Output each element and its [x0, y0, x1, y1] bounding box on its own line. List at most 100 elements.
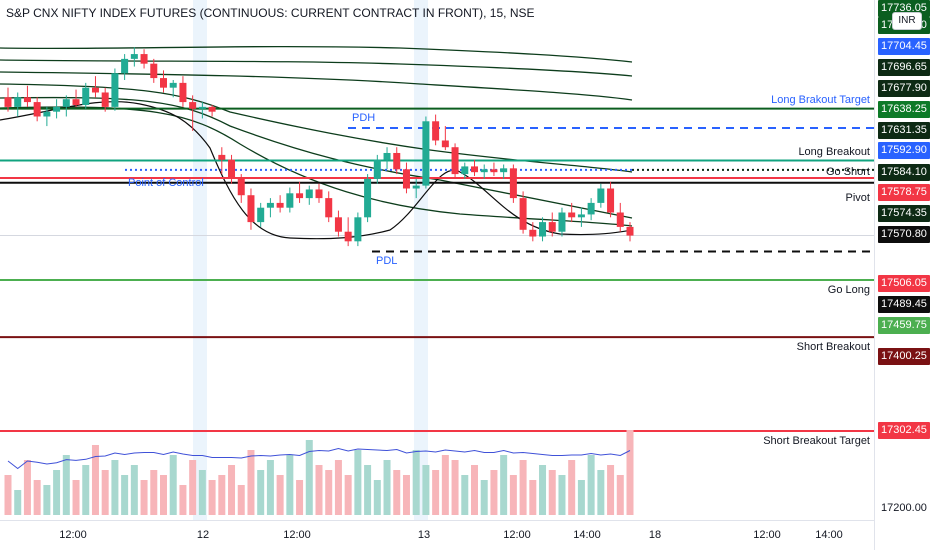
volume-bar	[14, 490, 22, 515]
volume-bar	[422, 465, 430, 515]
time-axis-tick: 14:00	[573, 529, 601, 541]
candle-body	[23, 97, 31, 103]
candle-body	[189, 102, 197, 109]
candle-body	[130, 54, 138, 59]
volume-bar	[140, 480, 148, 515]
price-axis-label: 17506.05	[878, 275, 930, 292]
candle-body	[14, 97, 22, 107]
candle-body	[344, 231, 352, 242]
volume-bar	[315, 465, 323, 515]
candle-body	[62, 99, 70, 107]
price-axis-label: 17400.25	[878, 348, 930, 365]
volume-bar	[150, 470, 158, 515]
candle-body	[111, 73, 119, 107]
point-of-control-label: Point of Control	[128, 176, 204, 189]
candle-body	[500, 168, 508, 173]
time-axis-tick: 18	[648, 529, 662, 541]
time-axis-tick: 12	[196, 529, 210, 541]
volume-bar	[480, 480, 488, 515]
volume-bar	[529, 480, 537, 515]
time-axis-tick: 12:00	[283, 529, 311, 541]
candle-body	[519, 198, 527, 230]
currency-label[interactable]: INR	[892, 12, 922, 30]
candle-body	[286, 193, 294, 208]
price-axis-label: 17638.25	[878, 101, 930, 118]
volume-bar	[276, 475, 284, 515]
candle-body	[140, 54, 148, 64]
volume-bar	[490, 470, 498, 515]
volume-bar	[53, 470, 61, 515]
chart-title: S&P CNX NIFTY INDEX FUTURES (CONTINUOUS:…	[6, 6, 535, 20]
volume-bar	[587, 455, 595, 515]
time-axis-tick: 13	[417, 529, 431, 541]
candle-body	[480, 169, 488, 173]
time-axis[interactable]: 12:00 12 12:00 13 12:00 14:00 18 12:00 14:00	[0, 520, 874, 551]
candle-body	[276, 202, 284, 208]
price-axis-label: 17200.00	[881, 502, 927, 514]
go-short-label: Go Short	[825, 165, 870, 178]
volume-bar	[509, 475, 517, 515]
volume-bar	[160, 475, 167, 515]
volume-bar	[43, 485, 51, 515]
volume-bar	[568, 460, 576, 515]
price-chart[interactable]	[0, 0, 874, 520]
volume-bar	[539, 465, 547, 515]
candle-body	[461, 166, 469, 175]
candle-body	[266, 202, 274, 208]
candle-body	[364, 178, 372, 218]
volume-bar	[179, 485, 187, 515]
volume-bar	[130, 465, 138, 515]
volume-ma-line	[7, 447, 631, 470]
band-line	[0, 71, 633, 101]
pdh-label: PDH	[352, 112, 376, 124]
candle-body	[558, 212, 566, 232]
time-axis-tick: 12:00	[59, 529, 87, 541]
price-axis[interactable]: 17736.0517724.2017704.4517696.6517677.90…	[874, 0, 932, 550]
candle-body	[315, 189, 323, 199]
volume-bar	[500, 455, 508, 515]
volume-bar	[296, 480, 304, 515]
candle-body	[4, 97, 12, 107]
price-axis-label: 17489.45	[878, 296, 930, 313]
band-line	[0, 45, 633, 63]
volume-bar	[266, 460, 274, 515]
candle-body	[412, 185, 420, 189]
candle-body	[208, 106, 216, 112]
price-axis-label: 17677.90	[878, 80, 930, 97]
price-axis-label: 17302.45	[878, 422, 930, 439]
candle-body	[198, 106, 206, 109]
volume-bar	[626, 430, 634, 515]
pdl-label: PDL	[376, 255, 398, 268]
price-axis-label: 17570.80	[878, 226, 930, 243]
candle-body	[373, 159, 381, 179]
volume-bar	[228, 465, 236, 515]
band-line	[0, 83, 633, 173]
long-breakout-target-label: Long Brakout Target	[771, 93, 870, 106]
candle-body	[53, 106, 61, 112]
candle-body	[325, 198, 333, 218]
candle-body	[169, 82, 177, 88]
volume-bar	[23, 460, 31, 515]
volume-bar	[412, 450, 420, 515]
volume-bar	[286, 455, 294, 515]
volume-bar	[519, 460, 527, 515]
volume-bar	[82, 465, 90, 515]
candle-body	[607, 188, 615, 213]
volume-bar	[558, 475, 566, 515]
volume-bar	[72, 480, 80, 515]
volume-bar	[373, 480, 381, 515]
candle-body	[247, 195, 255, 223]
candle-body	[179, 82, 187, 103]
candle-body	[43, 111, 51, 117]
volume-bar	[344, 475, 352, 515]
candle-body	[548, 222, 556, 232]
volume-bar	[62, 455, 70, 515]
band-line	[0, 59, 633, 77]
volume-bar	[548, 470, 556, 515]
volume-bar	[101, 470, 109, 515]
price-axis-label: 17696.65	[878, 59, 930, 76]
volume-bar	[325, 470, 333, 515]
candle-body	[451, 147, 459, 175]
candle-body	[228, 159, 236, 179]
volume-bar	[471, 465, 478, 515]
